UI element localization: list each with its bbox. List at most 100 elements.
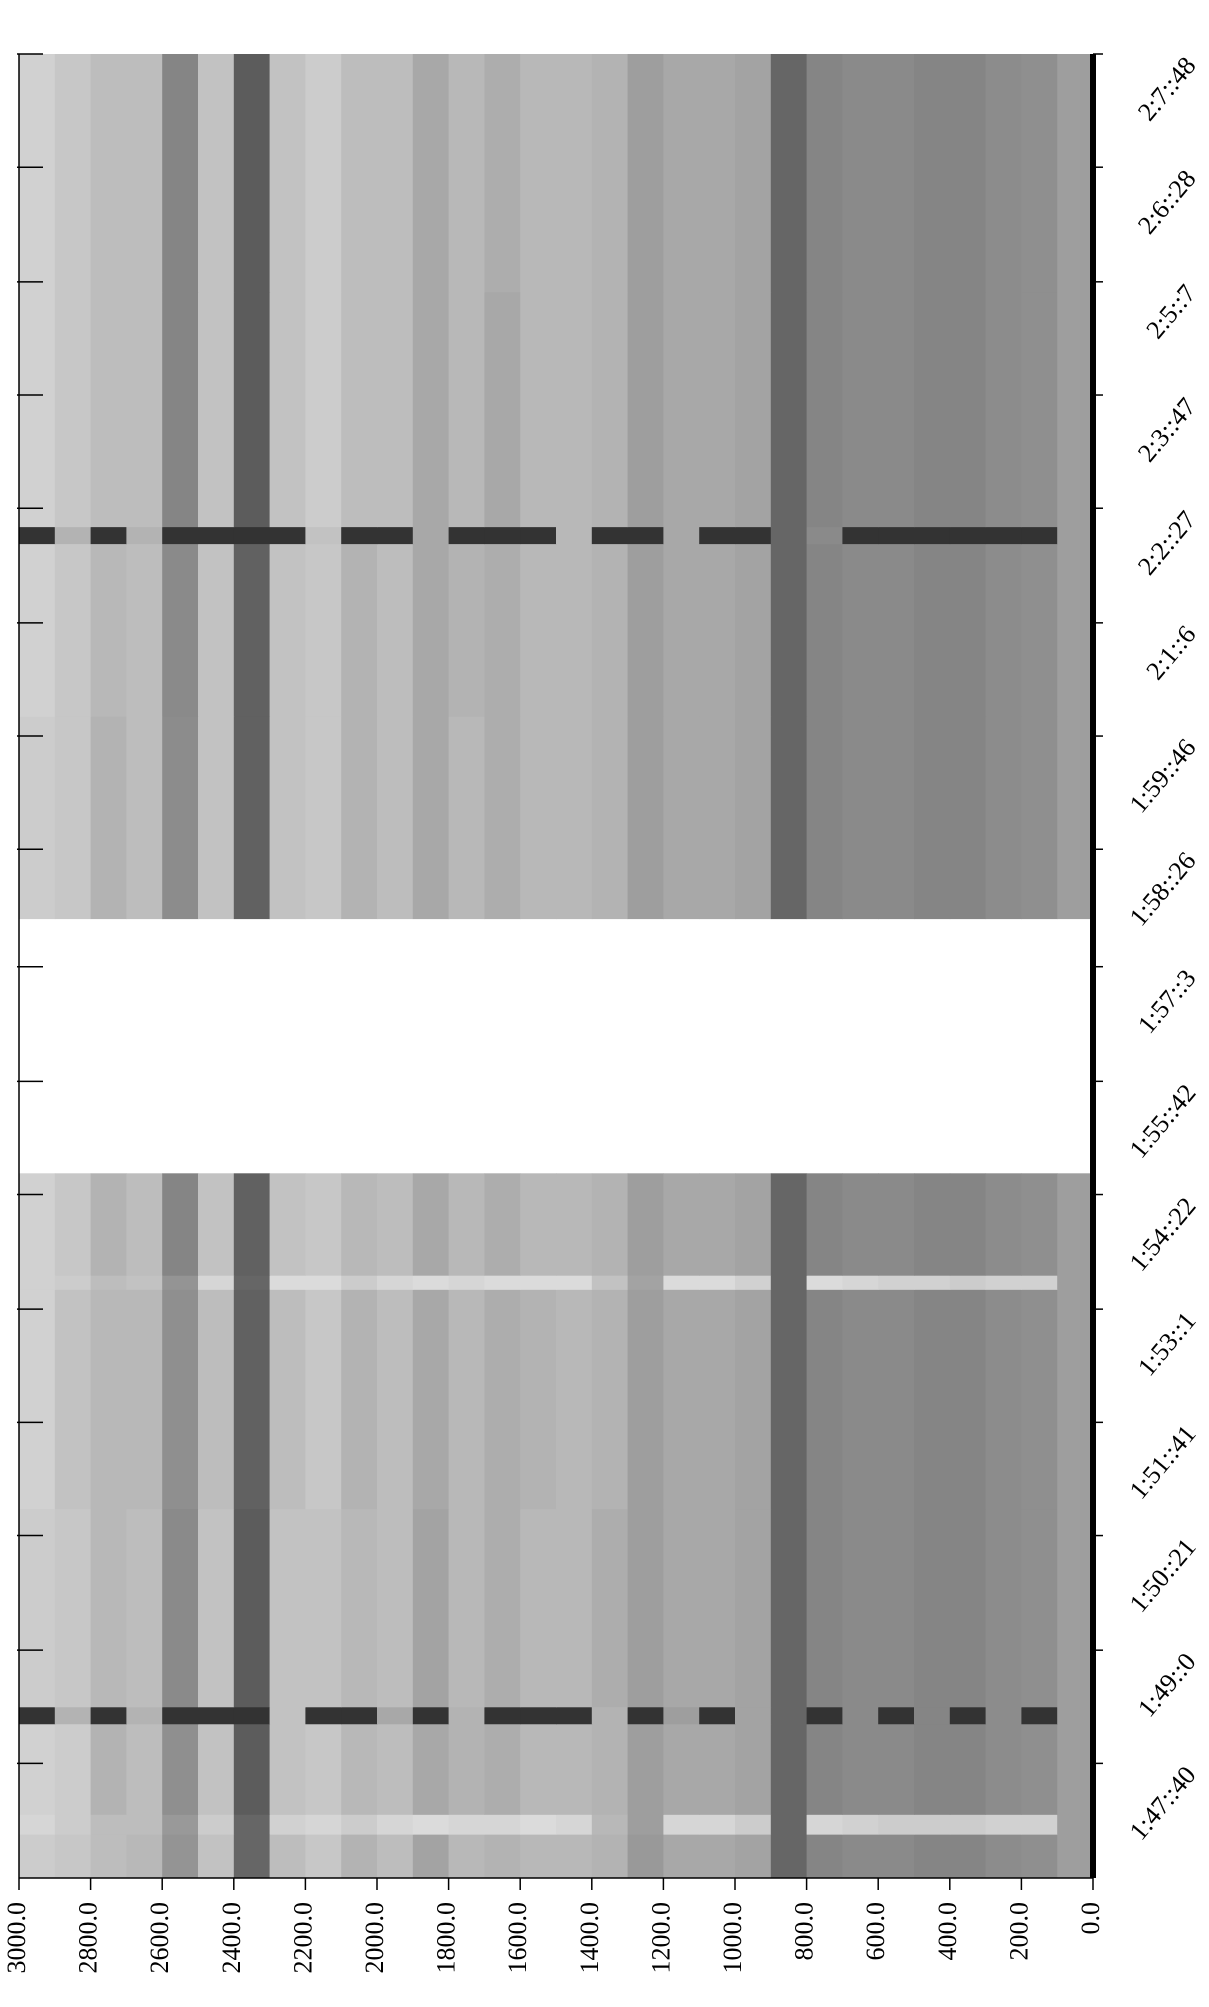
heat-cell [54, 543, 92, 717]
heat-cell [627, 1723, 664, 1815]
heat-cell [198, 1814, 235, 1835]
y-tick-label: 1:59::46 [1124, 733, 1202, 818]
heat-cell [949, 54, 987, 293]
heat-cell [126, 291, 163, 528]
heat-cell [770, 543, 808, 717]
heat-cell [949, 1706, 987, 1725]
heat-cell [735, 1723, 772, 1815]
heat-cell [949, 1275, 987, 1290]
heat-cell [162, 716, 199, 920]
heat-cell [126, 526, 163, 545]
heat-cell [233, 1289, 271, 1510]
heat-cell [412, 1289, 450, 1510]
heat-cell [19, 54, 56, 293]
x-tick-label: 2600.0 [145, 1902, 174, 1974]
heat-cell [484, 1723, 521, 1815]
heat-cell [985, 1275, 1022, 1290]
heat-cell [842, 526, 879, 545]
heat-cell [19, 1723, 56, 1815]
heat-cell [412, 526, 450, 545]
heat-cell [341, 543, 378, 717]
heat-cell [949, 716, 987, 920]
heat-cell [1021, 526, 1058, 545]
heat-cell [770, 54, 808, 293]
x-tick-label: 2400.0 [217, 1902, 246, 1974]
y-tick-label: 1:58::26 [1124, 846, 1202, 931]
heat-cell [663, 1834, 700, 1879]
heat-cell [269, 1275, 306, 1290]
heat-cell [162, 1834, 199, 1879]
heat-cell [663, 716, 700, 920]
heat-cell [484, 543, 521, 717]
heat-cell [985, 1173, 1022, 1276]
heat-cell [591, 54, 629, 293]
heat-cell [1057, 716, 1094, 920]
heat-cell [699, 1706, 736, 1725]
heat-cell [90, 54, 127, 293]
heat-cell [878, 526, 915, 545]
heat-cell [985, 526, 1022, 545]
heat-cell [556, 1706, 593, 1725]
heat-cell [305, 1706, 342, 1725]
heat-cell [914, 1289, 951, 1510]
heat-cell [591, 1289, 629, 1510]
heat-cell [735, 543, 772, 717]
heat-cell [914, 526, 951, 545]
y-tick-label: 1:47::40 [1124, 1761, 1202, 1846]
heat-cell [842, 1173, 879, 1276]
heat-cell [341, 1289, 378, 1510]
heat-cell [770, 1508, 808, 1708]
heat-cell [556, 543, 593, 717]
heat-cell [1021, 54, 1058, 293]
heat-cell [90, 1814, 127, 1835]
heat-cell [1057, 1814, 1094, 1835]
heat-cell [484, 716, 521, 920]
heat-cell [54, 1508, 92, 1708]
heat-cell [878, 543, 915, 717]
heat-cell [448, 54, 485, 293]
heat-cell [54, 1834, 92, 1879]
heat-cell [520, 526, 557, 545]
heat-cell [412, 291, 450, 528]
heat-cell [842, 291, 879, 528]
heat-cell [377, 716, 414, 920]
heat-cell [90, 1834, 127, 1879]
heat-cell [1021, 291, 1058, 528]
heat-cell [806, 1706, 843, 1725]
x-tick-label: 600.0 [861, 1902, 890, 1961]
heat-cell [269, 543, 306, 717]
heat-cell [90, 1289, 127, 1510]
heat-cell [126, 543, 163, 717]
heat-cell [985, 291, 1022, 528]
x-tick-label: 0.0 [1076, 1902, 1105, 1935]
heat-cell [162, 1289, 199, 1510]
heat-cell [699, 1814, 736, 1835]
heat-cell [126, 54, 163, 293]
heat-cell [556, 1289, 593, 1510]
heat-cell [126, 1834, 163, 1879]
heat-cell [90, 526, 127, 545]
heat-cell [377, 1706, 414, 1725]
heat-cell [842, 1289, 879, 1510]
heat-cell [699, 526, 736, 545]
heat-cell [520, 1834, 557, 1879]
heat-cell [520, 54, 557, 293]
heat-cell [770, 1173, 808, 1276]
heat-cell [198, 291, 235, 528]
heat-cell [699, 1508, 736, 1708]
heat-cell [842, 543, 879, 717]
heat-cell [198, 1508, 235, 1708]
heat-cell [520, 1173, 557, 1276]
heat-cell [19, 1814, 56, 1835]
heat-cell [341, 1173, 378, 1276]
heat-cell [377, 291, 414, 528]
heat-cell [914, 1508, 951, 1708]
heat-cell [305, 1834, 342, 1879]
heat-cell [663, 1814, 700, 1835]
heat-cell [699, 1173, 736, 1276]
heat-cell [484, 1275, 521, 1290]
y-tick-label: 2:2::27 [1132, 505, 1202, 580]
heat-cell [699, 1275, 736, 1290]
heat-cell [198, 54, 235, 293]
heat-cell [520, 291, 557, 528]
